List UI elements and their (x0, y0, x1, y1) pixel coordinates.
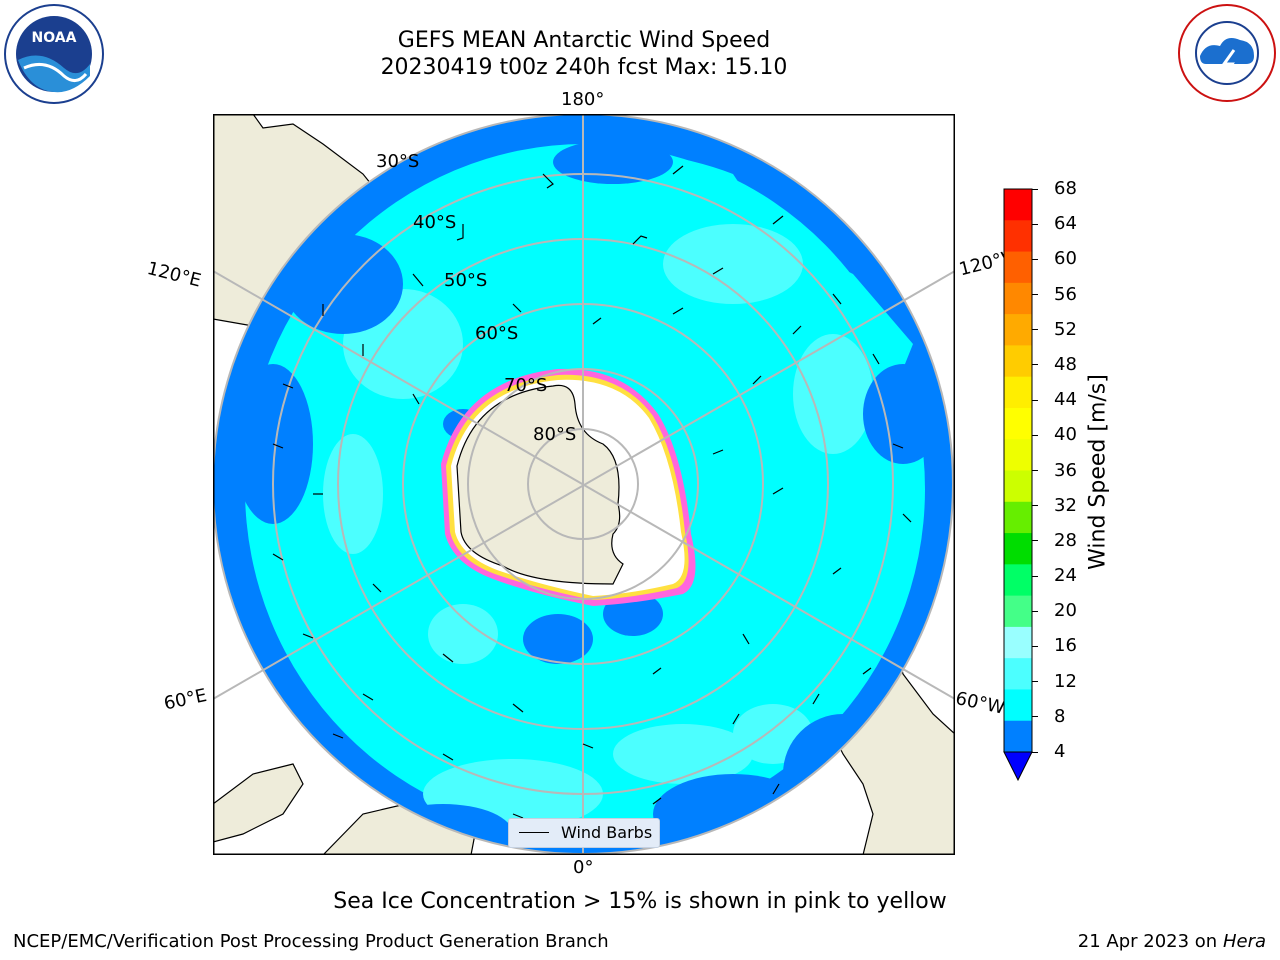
colorbar-tick-mark (1032, 364, 1038, 366)
colorbar-band (1004, 626, 1032, 659)
colorbar-tick-label: 52 (1054, 318, 1077, 340)
colorbar-band (1004, 314, 1032, 346)
colorbar-tick-mark (1032, 258, 1038, 260)
colorbar-tick-mark (1032, 645, 1038, 647)
colorbar-band (1004, 376, 1032, 409)
colorbar-band (1004, 720, 1032, 753)
footer-date: 21 Apr 2023 on Hera (1077, 931, 1266, 952)
lon-label-bottom: 0° (573, 857, 594, 878)
colorbar-tick-label: 68 (1054, 178, 1077, 199)
colorbar-tick-mark (1032, 188, 1038, 190)
colorbar-band (1004, 251, 1032, 284)
colorbar-tick-mark (1032, 540, 1038, 542)
colorbar-band (1004, 189, 1032, 221)
colorbar-tick-label: 44 (1054, 389, 1077, 411)
colorbar-tick-mark (1032, 470, 1038, 471)
colorbar-band (1004, 439, 1032, 471)
colorbar-tick-label: 20 (1054, 600, 1077, 622)
colorbar-band (1004, 689, 1032, 722)
colorbar-band (1004, 345, 1032, 378)
colorbar-tick-label: 48 (1054, 353, 1077, 375)
colorbar-band (1004, 564, 1032, 597)
colorbar-tick-mark (1032, 505, 1038, 507)
colorbar-tick-mark (1032, 681, 1038, 683)
lat-label-60s: 60°S (475, 323, 519, 344)
colorbar-tick-mark (1032, 294, 1038, 296)
legend: Wind Barbs (508, 818, 660, 848)
lat-label-30s: 30°S (376, 151, 420, 172)
footer-branch: NCEP/EMC/Verification Post Processing Pr… (13, 931, 609, 952)
colorbar-tick-label: 36 (1054, 459, 1077, 481)
colorbar-band (1004, 501, 1032, 534)
colorbar-tick-label: 60 (1054, 248, 1077, 270)
colorbar-tick-label: 16 (1054, 635, 1077, 657)
svg-text:NOAA: NOAA (32, 30, 77, 46)
colorbar-band (1004, 658, 1032, 690)
lat-label-70s: 70°S (504, 375, 548, 396)
noaa-logo: NOAA (4, 4, 104, 104)
colorbar-tick-label: 28 (1054, 529, 1077, 551)
colorbar-tick-mark (1032, 751, 1038, 753)
colorbar-band (1004, 407, 1032, 440)
colorbar-tick-mark (1032, 575, 1038, 577)
colorbar-tick-label: 40 (1054, 424, 1077, 446)
colorbar-band (1004, 533, 1032, 565)
title-line-2: 20230419 t00z 240h fcst Max: 15.10 (380, 55, 788, 80)
colorbar-tick-mark (1032, 329, 1038, 331)
colorbar-tick-label: 8 (1054, 705, 1066, 727)
legend-label: Wind Barbs (561, 823, 653, 842)
lat-label-40s: 40°S (413, 212, 457, 233)
wind-barbs (272, 165, 912, 819)
lat-label-50s: 50°S (444, 270, 488, 291)
colorbar-band (1004, 595, 1032, 628)
lon-label-lower-left: 60°E (162, 685, 209, 715)
colorbar-band (1004, 282, 1032, 315)
nws-logo (1178, 4, 1276, 102)
colorbar-tick-label: 64 (1054, 213, 1077, 235)
colorbar-tick-label: 24 (1054, 565, 1077, 587)
map-frame (213, 114, 955, 855)
colorbar-tick-mark (1032, 434, 1038, 436)
colorbar-tick-label: 12 (1054, 670, 1077, 692)
lon-label-upper-left: 120°E (144, 258, 204, 292)
colorbar-tick-label: 32 (1054, 494, 1077, 516)
lat-label-80s: 80°S (533, 424, 577, 445)
colorbar-tick-label: 56 (1054, 283, 1077, 305)
colorbar-band (1004, 470, 1032, 503)
colorbar-tick-label: 4 (1054, 741, 1066, 762)
graticule (213, 114, 955, 855)
caption: Sea Ice Concentration > 15% is shown in … (333, 889, 947, 914)
colorbar-tick-mark (1032, 610, 1038, 612)
polar-map (213, 114, 955, 855)
legend-barb-line (519, 832, 549, 833)
colorbar-band (1004, 220, 1032, 253)
colorbar-tick-mark (1032, 223, 1038, 225)
title-line-1: GEFS MEAN Antarctic Wind Speed (397, 28, 771, 53)
colorbar-extend-triangle (1003, 751, 1033, 782)
colorbar-tick-mark (1032, 399, 1038, 401)
lon-label-top: 180° (561, 89, 605, 110)
colorbar (1003, 188, 1033, 782)
colorbar-tick-mark (1032, 716, 1038, 718)
